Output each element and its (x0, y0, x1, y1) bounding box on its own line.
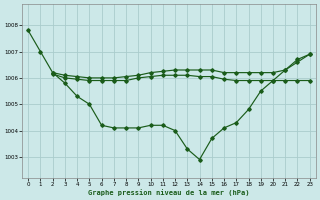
X-axis label: Graphe pression niveau de la mer (hPa): Graphe pression niveau de la mer (hPa) (88, 189, 250, 196)
